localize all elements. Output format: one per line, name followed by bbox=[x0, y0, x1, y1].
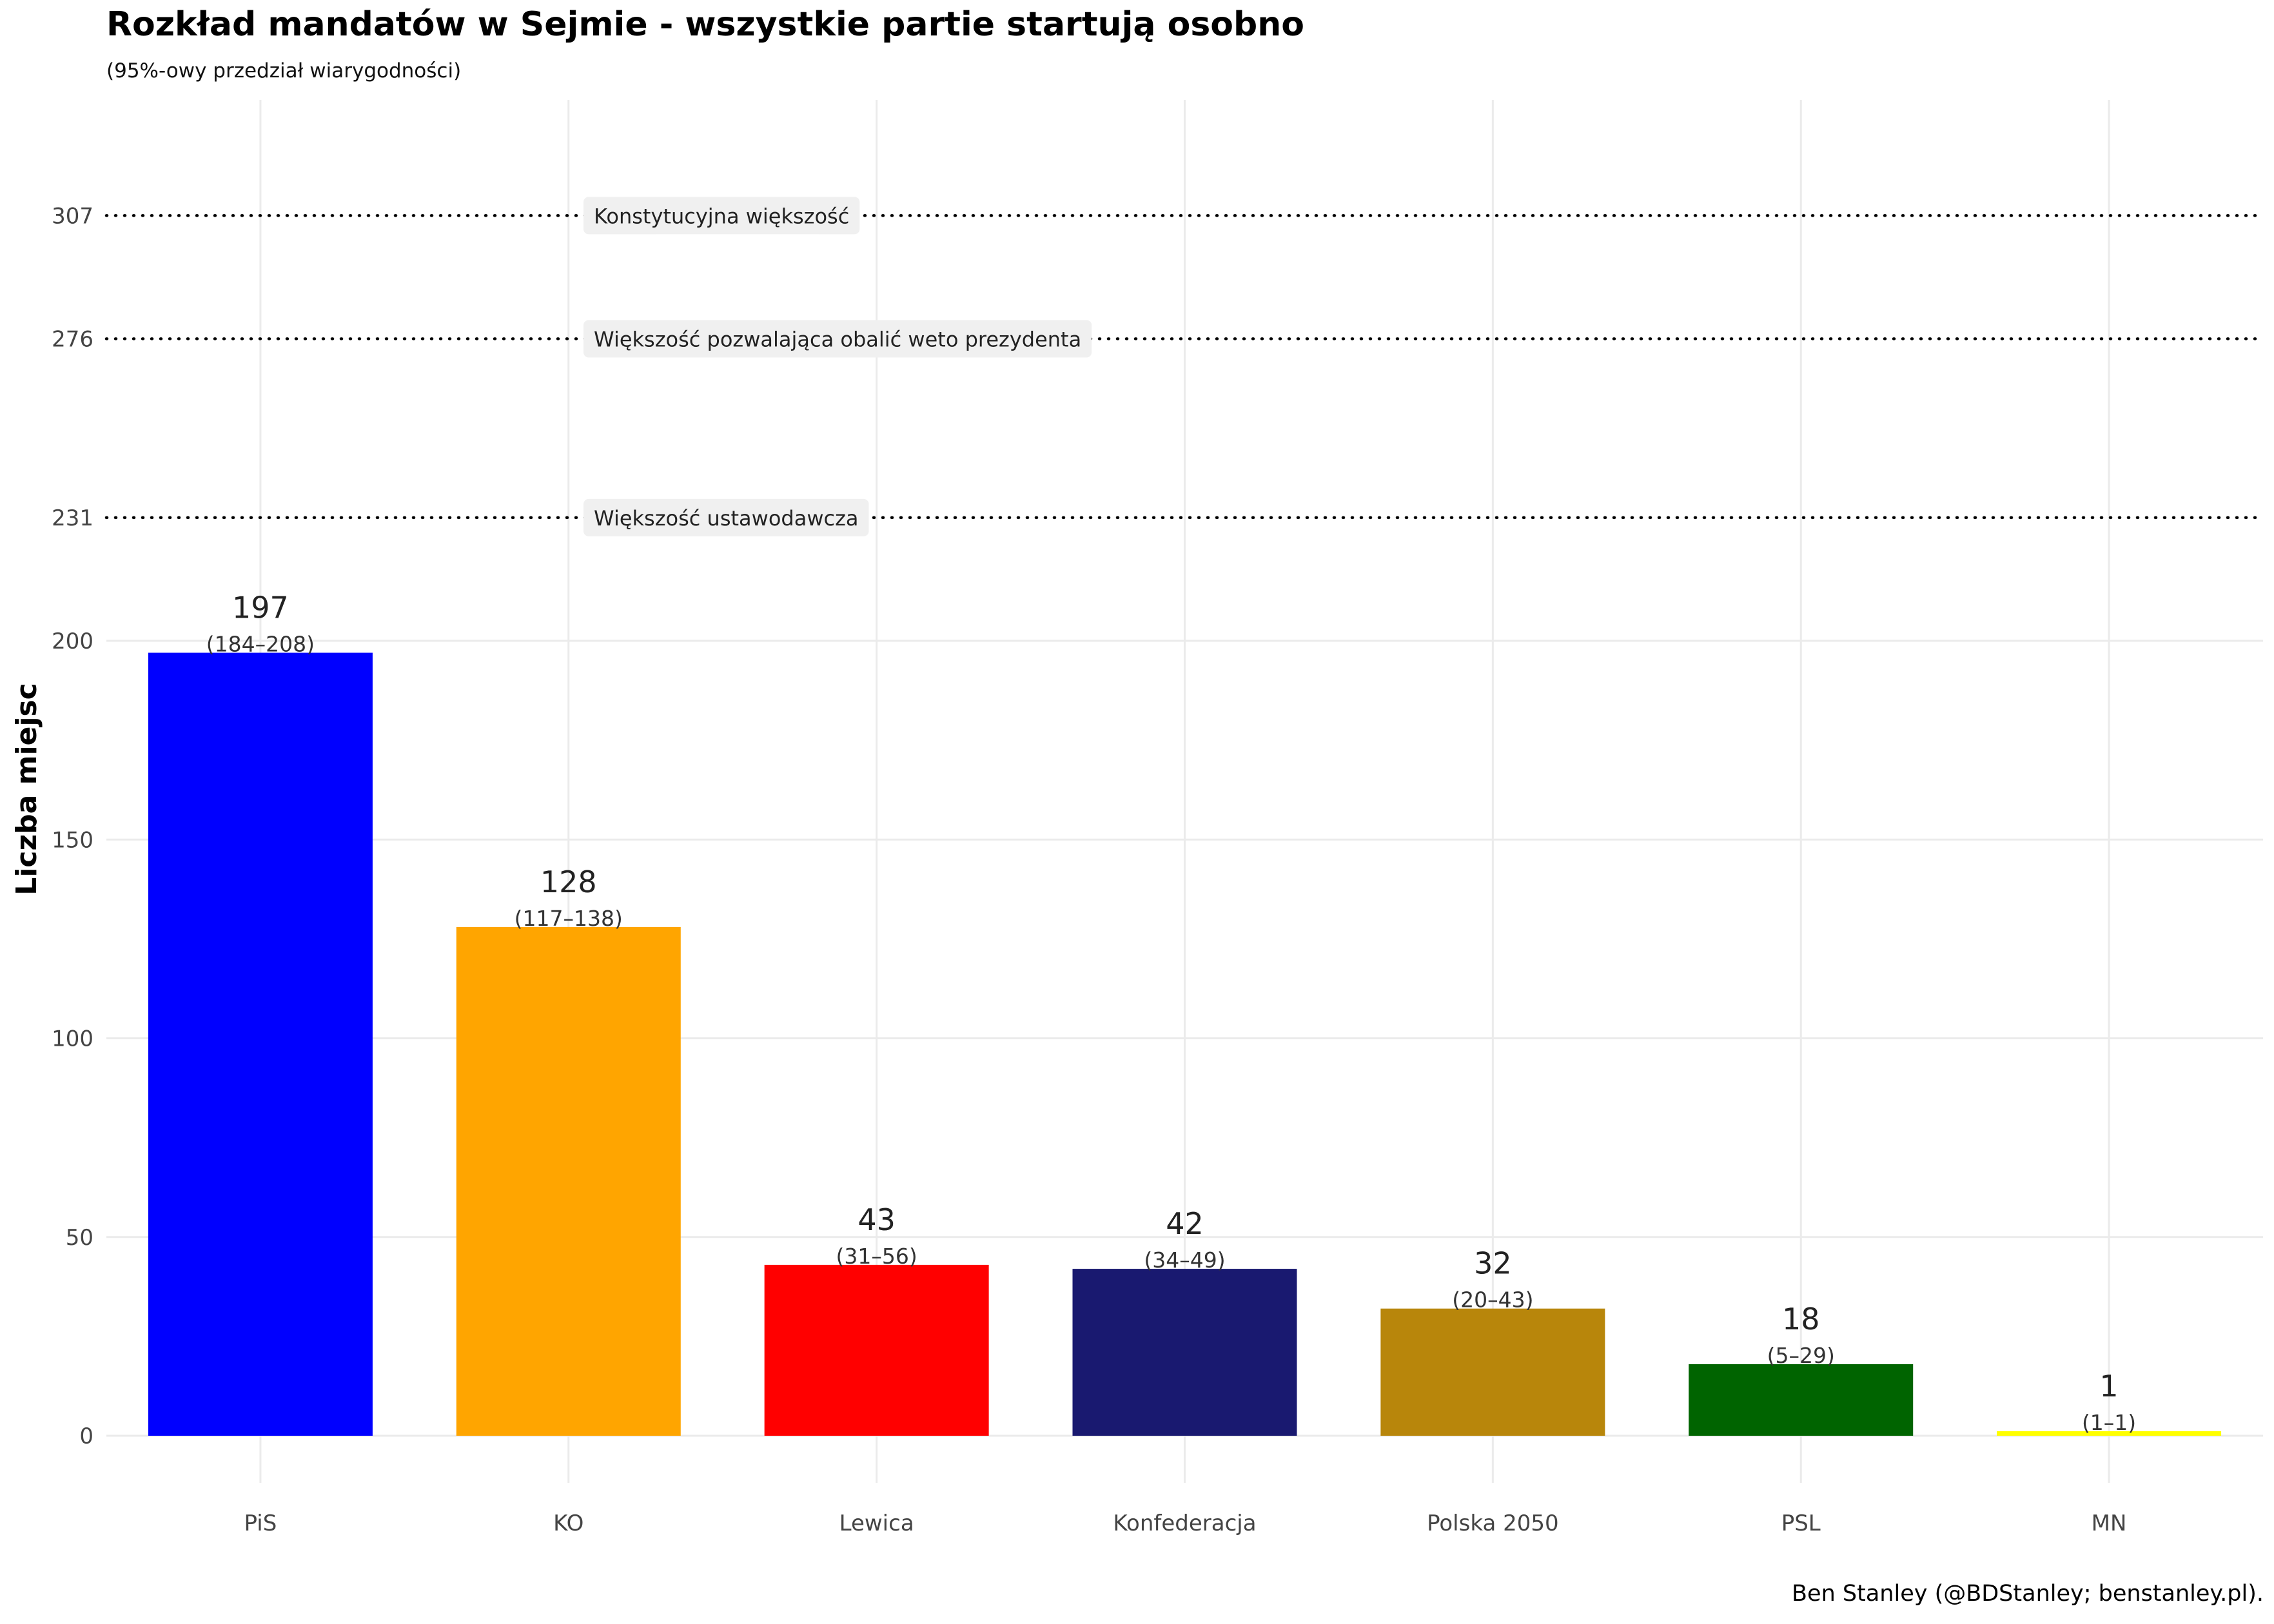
y-tick-label: 200 bbox=[52, 629, 93, 654]
interval-label: (20–43) bbox=[1452, 1287, 1533, 1313]
x-tick-label: MN bbox=[2092, 1511, 2127, 1536]
y-tick-label: 0 bbox=[79, 1423, 93, 1449]
chart-title: Rozkład mandatów w Sejmie - wszystkie pa… bbox=[106, 5, 1304, 44]
bar bbox=[1380, 1308, 1605, 1436]
value-label: 197 bbox=[232, 590, 289, 625]
value-label: 32 bbox=[1474, 1246, 1512, 1281]
threshold-layer: Konstytucyjna większość Większość pozwala… bbox=[104, 197, 2265, 536]
interval-label: (184–208) bbox=[206, 631, 315, 656]
threshold-label-background bbox=[583, 320, 1092, 358]
threshold-label-background bbox=[583, 498, 869, 536]
y-axis-title: Liczba miejsc bbox=[10, 683, 43, 895]
threshold-label: Konstytucyjna większość bbox=[594, 204, 849, 228]
value-label: 1 bbox=[2099, 1369, 2118, 1404]
bar bbox=[1997, 1431, 2222, 1436]
bar bbox=[1072, 1269, 1297, 1436]
y-tick-label: 150 bbox=[52, 827, 93, 853]
label-layer: 197 (184–208) 128 (117–138) 43 (31–56) 42 (34–4… bbox=[206, 590, 2136, 1435]
value-label: 18 bbox=[1782, 1302, 1820, 1336]
y-tick-label: 231 bbox=[52, 505, 93, 531]
bar bbox=[456, 926, 681, 1436]
x-tick-label: Konfederacja bbox=[1113, 1511, 1256, 1536]
interval-label: (34–49) bbox=[1144, 1247, 1225, 1273]
x-tick-label: Polska 2050 bbox=[1427, 1511, 1559, 1536]
x-tick-label: PSL bbox=[1781, 1511, 1821, 1536]
threshold-label-background bbox=[583, 197, 860, 235]
interval-label: (5–29) bbox=[1767, 1343, 1835, 1368]
x-tick-label: Lewica bbox=[839, 1511, 914, 1536]
chart-subtitle: (95%-owy przedział wiarygodności) bbox=[106, 59, 462, 83]
threshold-label: Większość ustawodawcza bbox=[594, 506, 858, 531]
y-tick-label: 276 bbox=[52, 326, 93, 352]
chart-caption: Ben Stanley (@BDStanley; benstanley.pl). bbox=[1792, 1581, 2264, 1607]
value-label: 43 bbox=[858, 1202, 896, 1237]
threshold-label: Większość pozwalająca obalić weto prezyd… bbox=[594, 327, 1081, 351]
bar bbox=[148, 652, 373, 1436]
bar bbox=[764, 1264, 989, 1436]
bar-layer bbox=[148, 652, 2222, 1436]
y-tick-label: 307 bbox=[52, 203, 93, 229]
x-tick-label: PiS bbox=[244, 1511, 277, 1536]
interval-label: (117–138) bbox=[515, 906, 623, 931]
x-tick-label: KO bbox=[553, 1511, 583, 1536]
value-label: 42 bbox=[1166, 1206, 1204, 1241]
value-label: 128 bbox=[540, 865, 597, 899]
y-tick-label: 50 bbox=[66, 1225, 93, 1251]
y-tick-label: 100 bbox=[52, 1026, 93, 1052]
bar bbox=[1689, 1364, 1914, 1436]
interval-label: (31–56) bbox=[836, 1244, 917, 1269]
axis-layer: Liczba miejsc 0 50 100 150 200 231 276 307 PiS KO… bbox=[10, 203, 2126, 1536]
interval-label: (1–1) bbox=[2082, 1410, 2136, 1435]
